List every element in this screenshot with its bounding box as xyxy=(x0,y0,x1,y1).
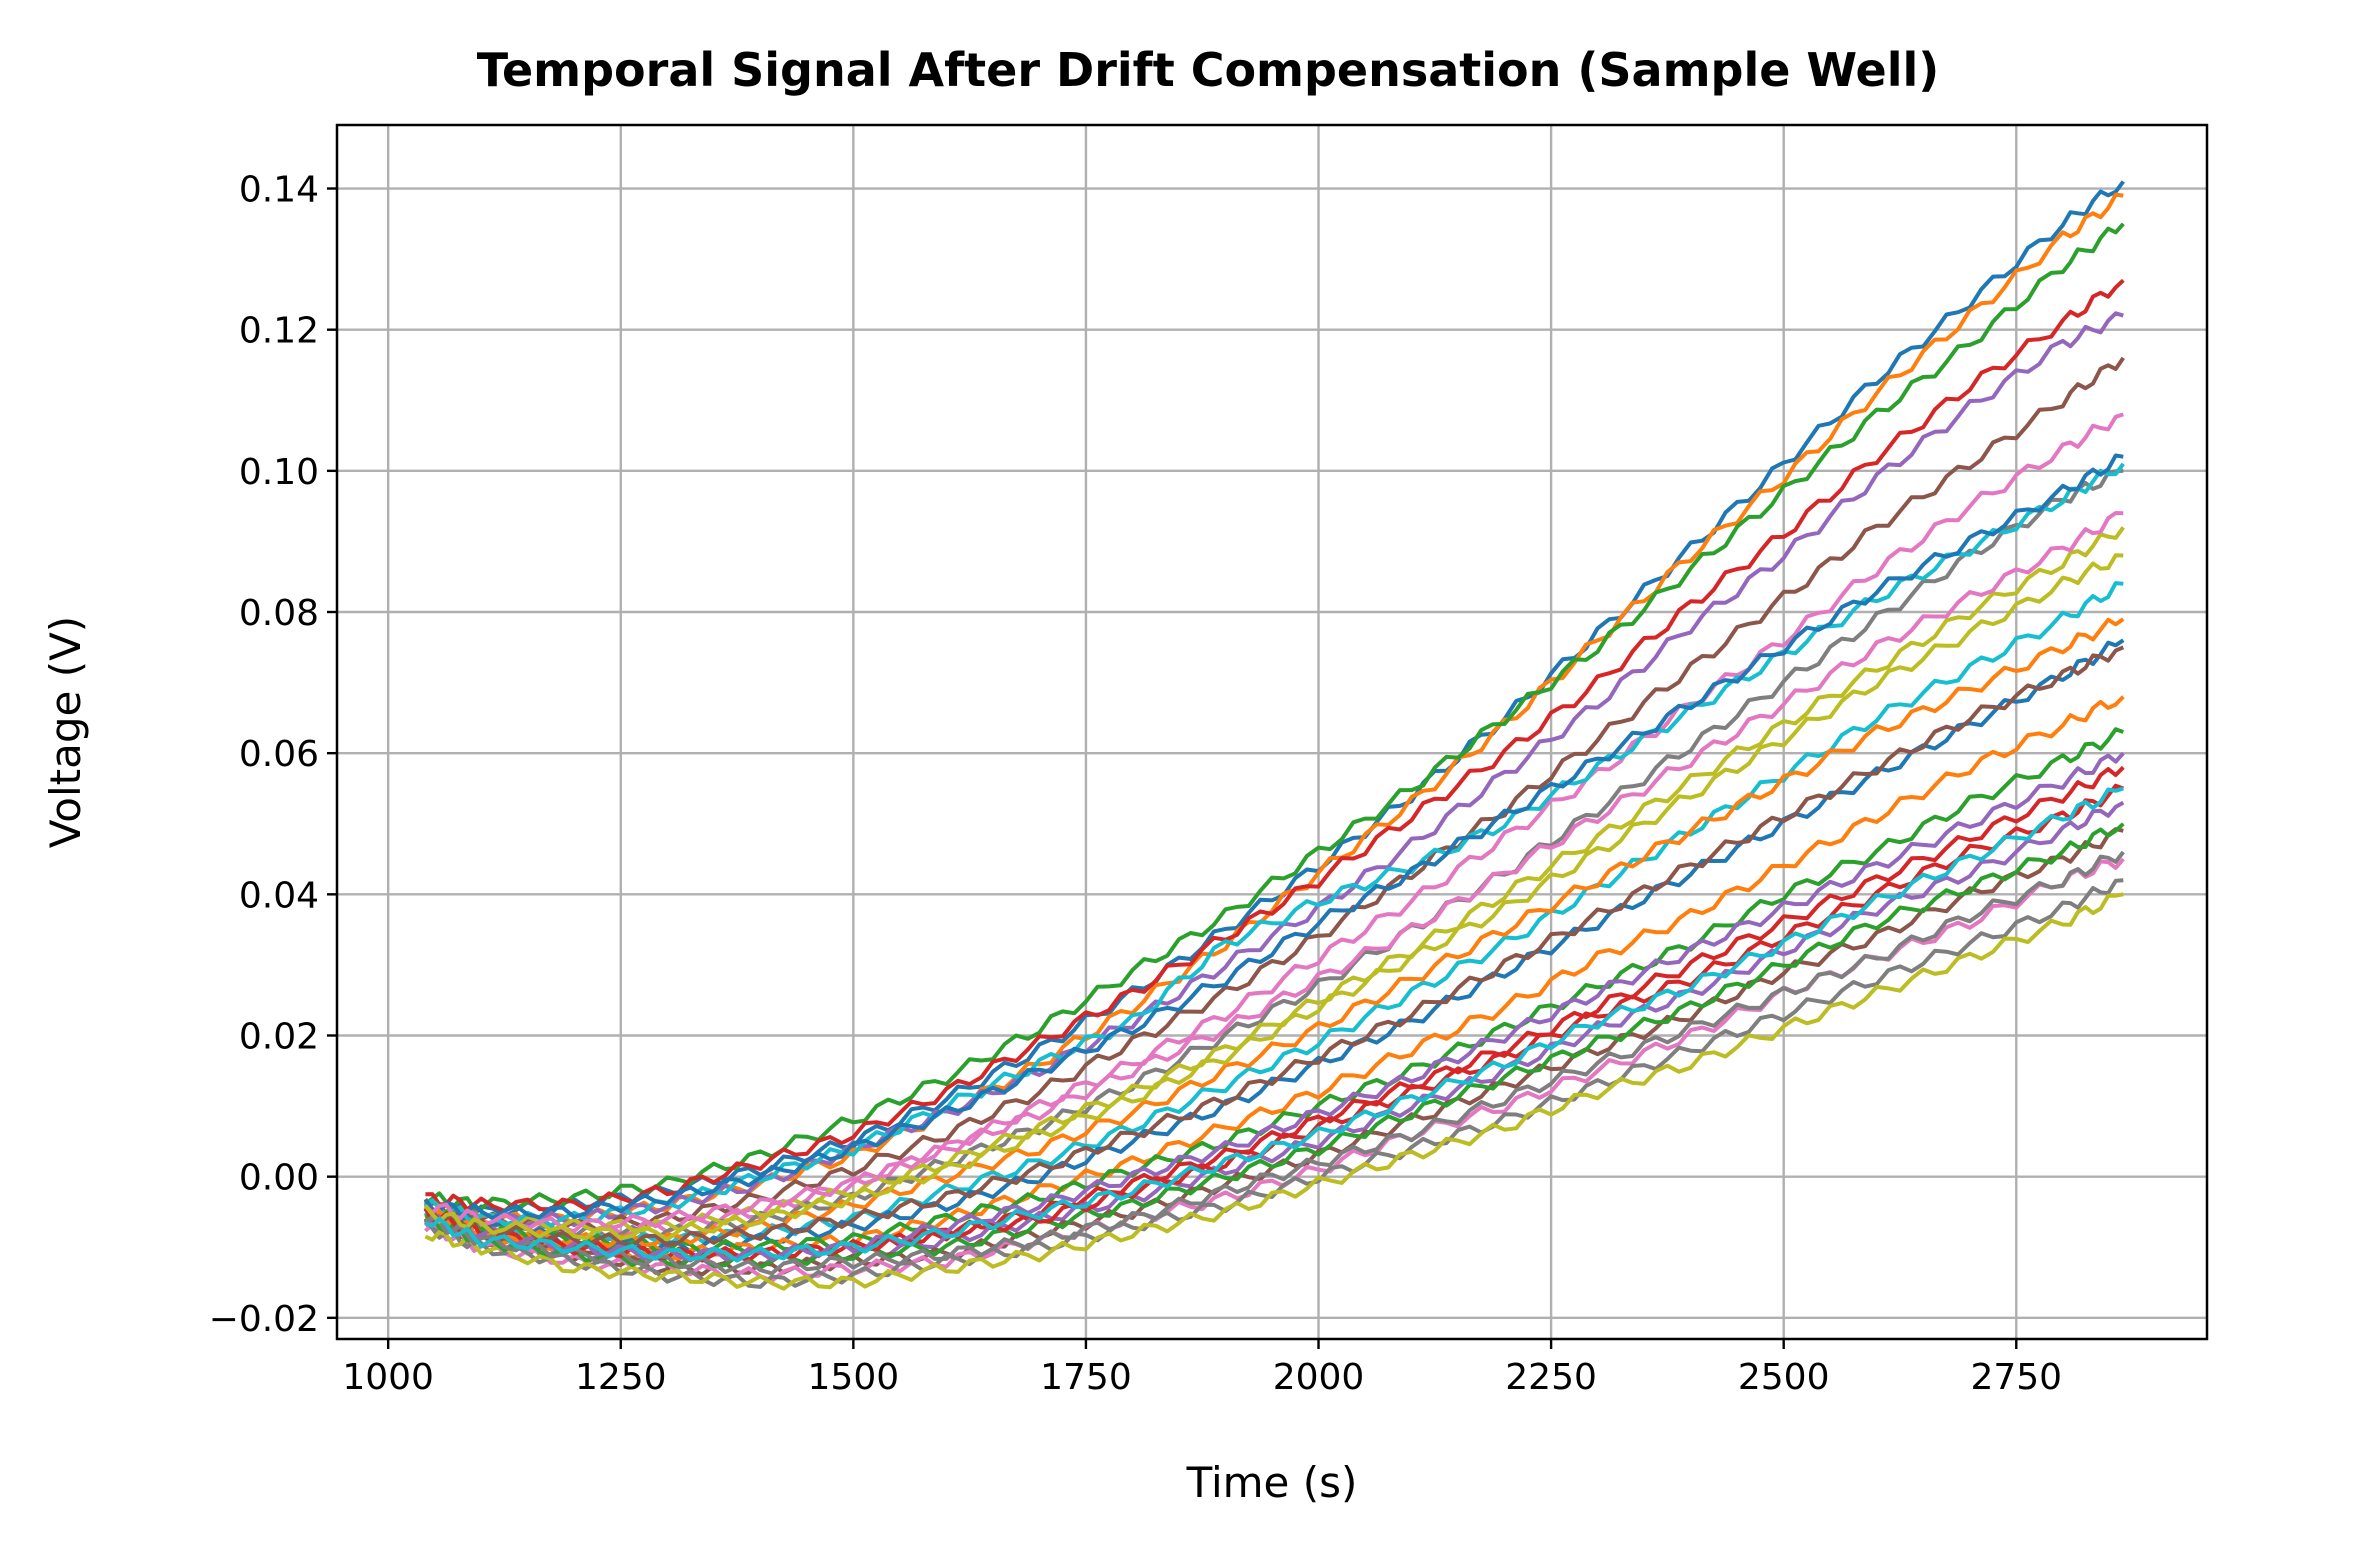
series-line-19 xyxy=(424,892,2124,1291)
y-tick-label: 0.04 xyxy=(239,875,319,916)
series-line-10 xyxy=(423,581,2124,1249)
x-tick-label: 2000 xyxy=(1273,1357,1365,1398)
y-tick-label: 0.02 xyxy=(239,1017,319,1058)
series-line-14 xyxy=(424,765,2125,1263)
y-tick-label: 0.06 xyxy=(239,734,319,775)
x-tick-label: 2250 xyxy=(1505,1357,1597,1398)
series-line-23 xyxy=(425,822,2125,1270)
series-line-6 xyxy=(423,356,2125,1233)
series-line-25 xyxy=(424,751,2125,1263)
series-line-29 xyxy=(423,553,2124,1242)
series-line-7 xyxy=(424,412,2124,1241)
series-line-21 xyxy=(423,453,2124,1221)
series-line-4 xyxy=(425,278,2125,1213)
y-tick-label: 0.12 xyxy=(239,311,319,352)
x-tick-label: 1250 xyxy=(575,1357,667,1398)
grid xyxy=(337,125,2207,1339)
y-tick-label: 0.10 xyxy=(239,452,319,493)
chart-title: Temporal Signal After Drift Compensation… xyxy=(477,43,1940,97)
plot-frame xyxy=(335,123,2209,1341)
y-tick-label: 0.00 xyxy=(239,1158,319,1199)
x-tick-label: 2500 xyxy=(1738,1357,1830,1398)
series-line-11 xyxy=(425,638,2125,1254)
x-tick-label: 1500 xyxy=(808,1357,900,1398)
series-line-26 xyxy=(424,645,2125,1249)
series-line-27 xyxy=(423,511,2124,1234)
x-tick-label: 2750 xyxy=(1970,1357,2062,1398)
y-tick-label: −0.02 xyxy=(209,1299,319,1340)
series-line-30 xyxy=(424,786,2124,1263)
x-tick-label: 1000 xyxy=(342,1357,434,1398)
series-line-3 xyxy=(424,222,2125,1211)
x-axis-label: Time (s) xyxy=(1186,1458,1358,1507)
x-tick-label: 1750 xyxy=(1040,1357,1132,1398)
series-line-5 xyxy=(423,311,2124,1228)
y-axis-label: Voltage (V) xyxy=(41,616,90,848)
y-tick-label: 0.08 xyxy=(239,593,319,634)
series-group xyxy=(423,180,2125,1291)
ticks: 1000 1250 1500 1750 2000 2250 2500 2750 −0.02 0.0… xyxy=(209,170,2062,1398)
series-line-1 xyxy=(424,180,2125,1219)
series-line-28 xyxy=(423,850,2125,1276)
y-tick-label: 0.14 xyxy=(239,170,319,211)
series-line-2 xyxy=(423,192,2124,1227)
